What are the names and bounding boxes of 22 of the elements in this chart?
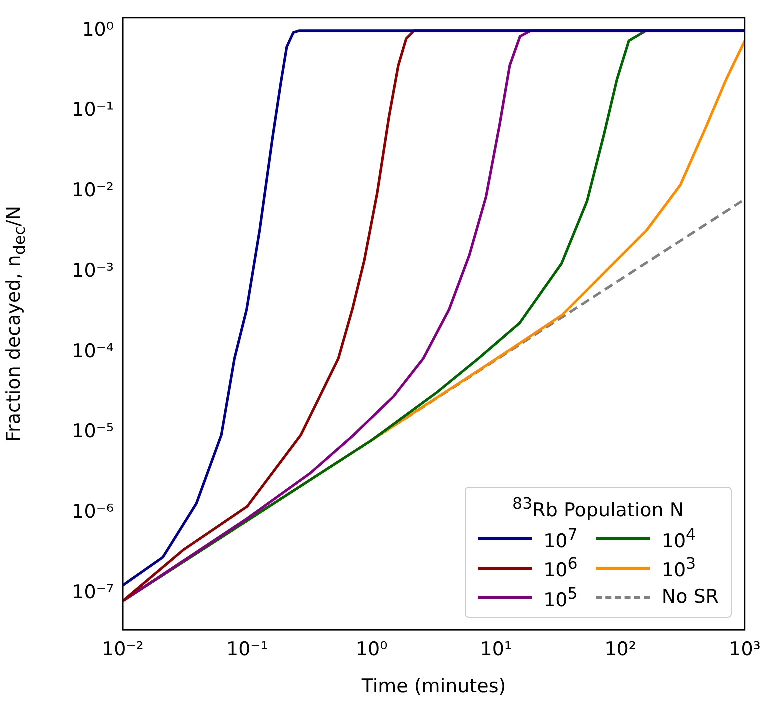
legend-label: 10$^{3}$ xyxy=(662,554,696,582)
y-tick-label: 10⁻⁶ xyxy=(72,500,114,523)
legend-title: $^{83}$Rb Population N xyxy=(512,494,686,522)
x-tick-label: 10² xyxy=(604,638,636,660)
x-tick-label: 10⁻² xyxy=(102,638,144,660)
y-tick-label: 10⁻² xyxy=(72,180,114,202)
legend-label: 10$^{7}$ xyxy=(544,525,578,552)
y-tick-label: 10⁻³ xyxy=(72,260,114,282)
legend-label: 10$^{5}$ xyxy=(544,584,578,611)
x-axis-title: Time (minutes) xyxy=(360,676,506,698)
legend-label: 10$^{6}$ xyxy=(544,554,578,582)
legend-label: 10$^{4}$ xyxy=(662,525,696,552)
y-tick-label: 10⁻⁵ xyxy=(72,420,114,443)
y-tick-label: 10⁰ xyxy=(82,18,114,41)
x-tick-label: 10³ xyxy=(729,638,761,660)
x-tick-label: 10⁰ xyxy=(356,638,388,660)
y-tick-label: 10⁻⁷ xyxy=(72,581,114,604)
x-tick-label: 10⁻¹ xyxy=(226,638,268,660)
legend-label: No SR xyxy=(662,586,719,608)
y-tick-label: 10⁻⁴ xyxy=(72,340,114,362)
x-tick-label: 10¹ xyxy=(480,638,512,660)
y-tick-label: 10⁻¹ xyxy=(72,99,114,122)
